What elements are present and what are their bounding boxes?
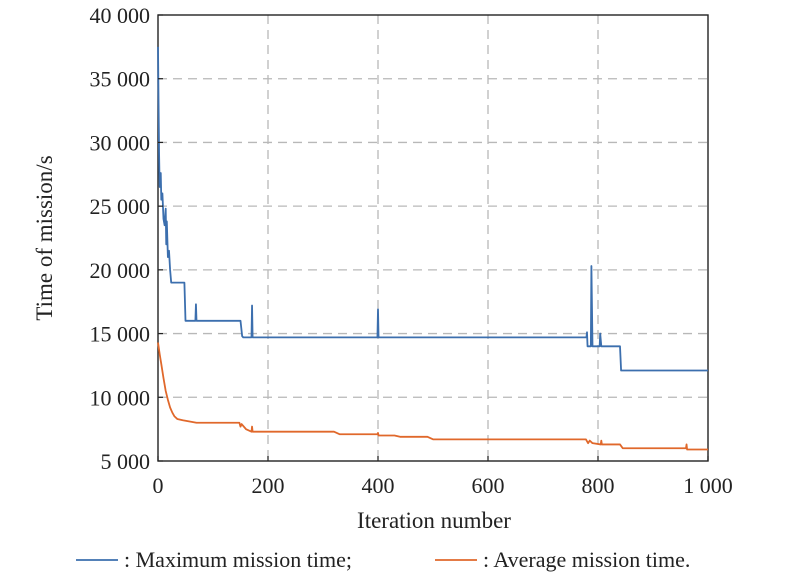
grid-layer [158,15,708,461]
y-tick-label: 20 000 [90,258,151,283]
x-tick-label: 1 000 [683,473,733,498]
y-tick-label: 25 000 [90,194,151,219]
legend-label-avg: : Average mission time. [483,547,690,572]
y-tick-label: 30 000 [90,130,151,155]
x-tick-label: 800 [582,473,615,498]
y-tick-label: 15 000 [90,322,151,347]
x-tick-label: 600 [472,473,505,498]
x-axis-title: Iteration number [357,508,511,533]
series-layer [157,46,708,451]
x-tick-label: 0 [153,473,164,498]
y-tick-label: 5 000 [101,449,151,474]
x-tick-label: 200 [252,473,285,498]
series-line-average-mission-time [157,342,708,451]
y-tick-label: 40 000 [90,3,151,28]
x-tick-label: 400 [362,473,395,498]
series-line-maximum-mission-time [157,46,708,372]
legend: : Maximum mission time; : Average missio… [76,547,690,572]
legend-label-max: : Maximum mission time; [124,547,352,572]
tick-layer: 0 200 400 600 800 1 000 5 000 10 000 15 000 20 00… [90,3,733,498]
y-tick-label: 35 000 [90,67,151,92]
y-axis-title: Time of mission/s [32,155,57,320]
y-tick-label: 10 000 [90,385,151,410]
plot-frame [157,14,709,462]
